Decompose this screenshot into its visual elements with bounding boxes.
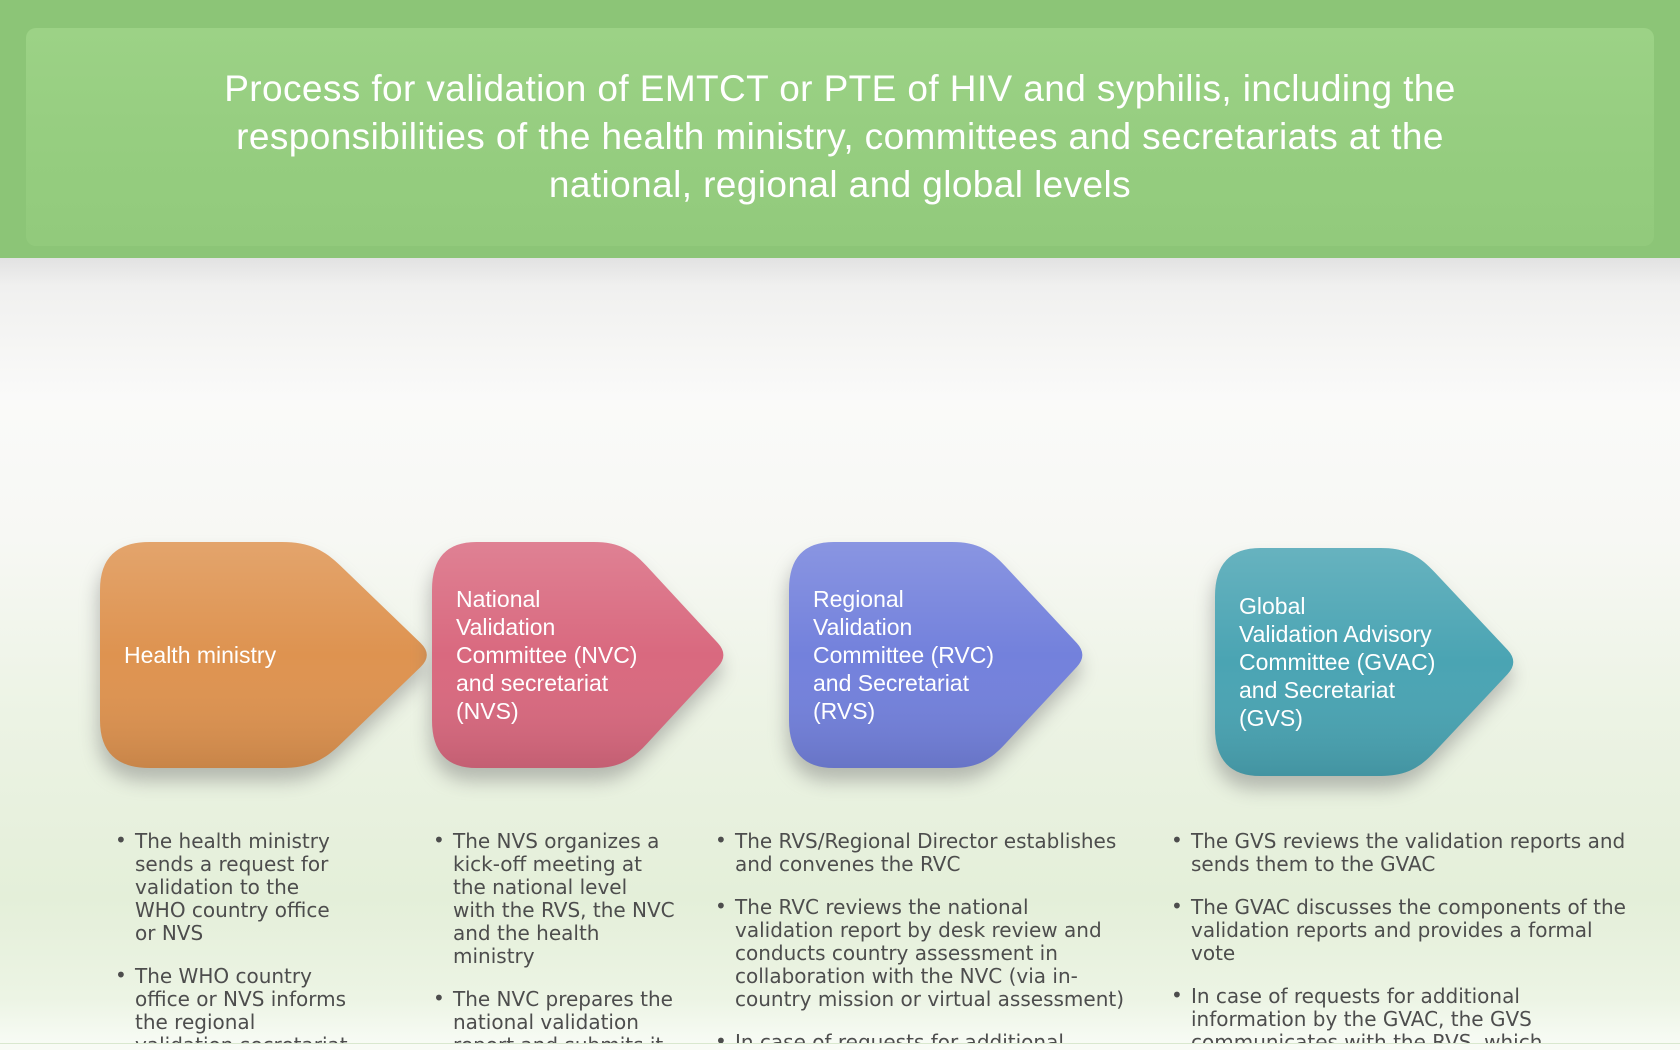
stage-arrow-rvc-rvs: Regional Validation Committee (RVC) and …	[789, 542, 1087, 768]
right-arrow-shape-icon	[789, 542, 1083, 768]
list-item: The health ministry sends a request for …	[112, 829, 412, 945]
stage-arrow-health-ministry: Health ministry	[100, 542, 432, 768]
list-item: The RVS/Regional Director establishes an…	[712, 829, 1167, 876]
header-banner: Process for validation of EMTCT or PTE o…	[0, 0, 1680, 258]
bullet-list-gvac-gvs: The GVS reviews the validation reports a…	[1168, 829, 1680, 1050]
stage-label-rvc-rvs: Regional Validation Committee (RVC) and …	[813, 586, 995, 724]
list-item: The GVAC discusses the components of the…	[1168, 895, 1680, 965]
stage-label-gvac-gvs: Global Validation Advisory Committee (GV…	[1239, 593, 1436, 731]
stage-label-health-ministry: Health ministry	[124, 642, 277, 668]
right-arrow-shape-icon	[100, 542, 427, 768]
stage-label-nvc-nvs: National Validation Committee (NVC) and …	[456, 586, 638, 724]
right-arrow-shape-icon	[432, 542, 724, 768]
page-title: Process for validation of EMTCT or PTE o…	[224, 68, 1456, 205]
list-item: In case of requests for additional infor…	[1168, 984, 1680, 1050]
diagram-body: Health ministry National Validation Comm…	[0, 258, 1680, 1050]
list-item: The NVS organizes a kick-off meeting at …	[430, 829, 745, 968]
list-item: The NVC prepares the national validation…	[430, 987, 745, 1050]
list-item: In case of requests for additional infor…	[712, 1030, 1167, 1050]
list-item: The WHO country office or NVS informs th…	[112, 964, 412, 1050]
list-item: The RVC reviews the national validation …	[712, 895, 1167, 1011]
bullet-list-rvc-rvs: The RVS/Regional Director establishes an…	[712, 829, 1167, 1050]
bullet-list-health-ministry: The health ministry sends a request for …	[112, 829, 412, 1050]
list-item: The GVS reviews the validation reports a…	[1168, 829, 1680, 876]
stage-arrow-gvac-gvs: Global Validation Advisory Committee (GV…	[1215, 548, 1518, 776]
header-inner-panel: Process for validation of EMTCT or PTE o…	[26, 28, 1654, 246]
bullet-list-nvc-nvs: The NVS organizes a kick-off meeting at …	[430, 829, 745, 1050]
right-arrow-shape-icon	[1215, 548, 1514, 776]
stage-arrow-nvc-nvs: National Validation Committee (NVC) and …	[432, 542, 728, 768]
